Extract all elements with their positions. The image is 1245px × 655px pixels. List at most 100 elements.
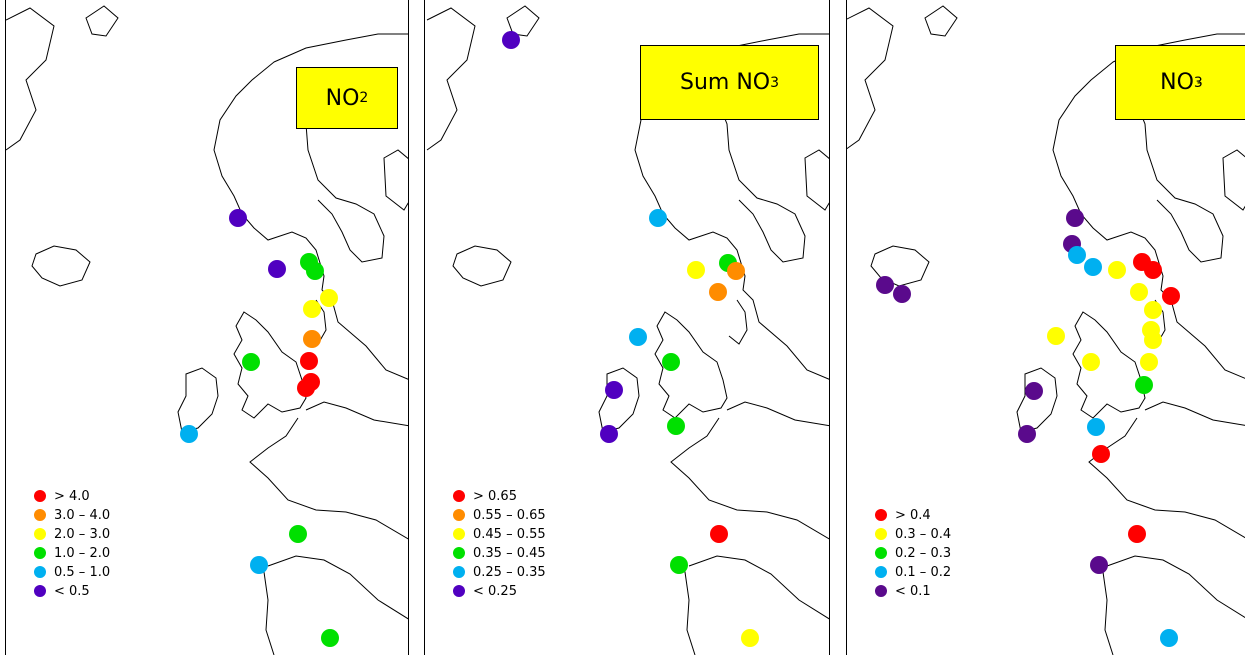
legend-swatch <box>34 508 46 521</box>
station-marker <box>649 209 667 227</box>
coastline-map <box>847 5 1245 655</box>
station-marker <box>300 352 318 370</box>
coastline-map <box>6 5 408 655</box>
coastline-path <box>177 367 219 433</box>
station-marker <box>1068 246 1086 264</box>
coastline-path <box>924 5 958 37</box>
legend-swatch <box>453 508 465 521</box>
title-subscript: 3 <box>1193 74 1203 91</box>
coastline-path <box>85 5 119 37</box>
station-marker <box>662 353 680 371</box>
legend-swatch <box>34 546 46 559</box>
legend-label: < 0.25 <box>473 584 517 599</box>
coastline-path <box>674 559 696 655</box>
coastlines <box>426 5 829 655</box>
station-marker <box>727 262 745 280</box>
legend-swatch <box>453 527 465 540</box>
station-marker <box>297 379 315 397</box>
station-marker <box>1108 261 1126 279</box>
station-marker <box>600 425 618 443</box>
station-marker <box>667 417 685 435</box>
legend-swatch <box>875 584 887 597</box>
legend-item: 0.25 – 0.35 <box>453 563 546 582</box>
station-marker <box>229 209 247 227</box>
station-marker <box>876 276 894 294</box>
legend-label: < 0.1 <box>895 584 931 599</box>
coastline-path <box>1092 559 1114 655</box>
legend-swatch <box>34 489 46 502</box>
legend-label: 0.3 – 0.4 <box>895 527 952 542</box>
coastline-path <box>1016 367 1058 433</box>
station-marker <box>320 289 338 307</box>
station-marker <box>321 629 339 647</box>
station-marker <box>629 328 647 346</box>
coastline-path <box>847 7 894 150</box>
legend-item: < 0.5 <box>34 582 110 601</box>
station-marker <box>1162 287 1180 305</box>
station-marker <box>1128 525 1146 543</box>
station-marker <box>306 262 324 280</box>
coastline-path <box>1144 401 1245 426</box>
coastline-path <box>6 7 55 151</box>
station-marker <box>741 629 759 647</box>
legend-item: 0.55 – 0.65 <box>453 506 546 525</box>
map-title: NO 2 <box>296 67 398 129</box>
legend-item: 0.2 – 0.3 <box>875 544 951 563</box>
station-marker <box>1130 283 1148 301</box>
station-marker <box>1087 418 1105 436</box>
legend: > 0.65 0.55 – 0.65 0.45 – 0.55 0.35 – 0.45 0… <box>453 487 546 601</box>
legend-label: > 0.4 <box>895 508 931 523</box>
legend-swatch <box>875 546 887 559</box>
station-marker <box>303 300 321 318</box>
station-marker <box>687 261 705 279</box>
legend-item: < 0.1 <box>875 582 951 601</box>
title-superscript: - <box>1196 74 1202 91</box>
coastline-path <box>1088 417 1245 539</box>
legend-label: 0.1 – 0.2 <box>895 565 952 580</box>
coastline-path <box>1072 311 1146 419</box>
station-marker <box>670 556 688 574</box>
station-marker <box>1090 556 1108 574</box>
legend-item: 3.0 – 4.0 <box>34 506 110 525</box>
map-title: NO 3- <box>1115 45 1245 120</box>
legend-label: 0.5 – 1.0 <box>54 565 111 580</box>
legend-item: 0.1 – 0.2 <box>875 563 951 582</box>
coastline-path <box>870 245 930 287</box>
station-marker <box>710 525 728 543</box>
coastline-path <box>1106 555 1245 619</box>
coastline-path <box>426 7 476 151</box>
station-marker <box>502 31 520 49</box>
legend-item: < 0.25 <box>453 582 546 601</box>
legend-swatch <box>34 527 46 540</box>
coastline-path <box>267 555 408 620</box>
coastline-map <box>426 5 829 655</box>
coastline-path <box>233 311 307 419</box>
station-marker <box>180 425 198 443</box>
station-marker <box>1047 327 1065 345</box>
legend-label: 1.0 – 2.0 <box>54 546 111 561</box>
legend-swatch <box>34 565 46 578</box>
legend-label: > 0.65 <box>473 489 517 504</box>
station-marker <box>1144 301 1162 319</box>
coastline-path <box>1136 103 1224 263</box>
legend-swatch <box>875 565 887 578</box>
legend-label: 0.35 – 0.45 <box>473 546 546 561</box>
station-marker <box>893 285 911 303</box>
station-marker <box>1066 209 1084 227</box>
station-marker <box>1018 425 1036 443</box>
legend-swatch <box>34 584 46 597</box>
coastline-path <box>31 245 91 287</box>
station-marker <box>1160 629 1178 647</box>
legend-label: > 4.0 <box>54 489 90 504</box>
legend-item: 2.0 – 3.0 <box>34 525 110 544</box>
coastline-path <box>726 401 829 427</box>
coastline-path <box>297 103 385 263</box>
station-marker <box>1144 261 1162 279</box>
legend-label: 2.0 – 3.0 <box>54 527 111 542</box>
station-marker <box>1144 331 1162 349</box>
legend: > 4.0 3.0 – 4.0 2.0 – 3.0 1.0 – 2.0 0.5 – 1.… <box>34 487 110 601</box>
legend: > 0.4 0.3 – 0.4 0.2 – 0.3 0.1 – 0.2 < 0.1 <box>875 506 951 601</box>
legend-swatch <box>875 527 887 540</box>
coastline-path <box>598 367 640 433</box>
coastline-path <box>305 401 408 427</box>
